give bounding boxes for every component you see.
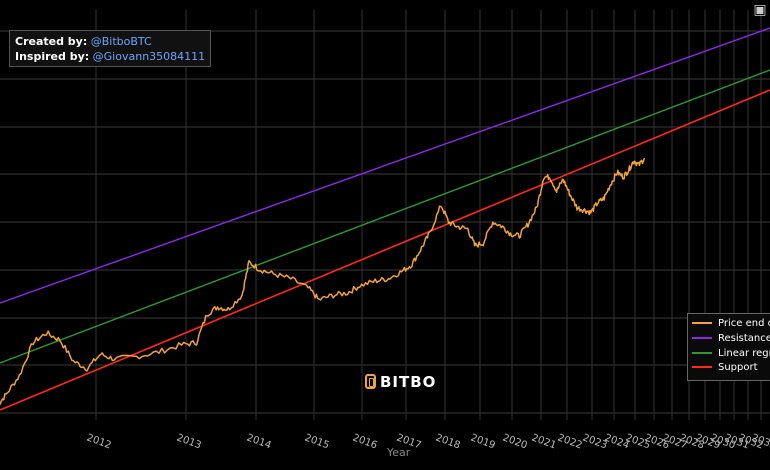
legend-item-support[interactable]: Support [692,362,758,376]
bitbo-logo-icon [365,374,376,389]
x-tick-label: 2018 [434,432,462,451]
x-tick-label: 2015 [303,432,331,451]
bitbo-logo: BITBO [365,373,436,391]
x-tick-label: 2020 [501,432,529,451]
legend-item-regression[interactable]: Linear regr [692,348,770,362]
x-tick-label: 2012 [85,432,113,451]
legend-swatch-price [692,322,712,324]
legend-swatch-support [692,366,712,368]
inspired-handle-link[interactable]: @Giovann35084111 [92,50,206,63]
legend-label-support: Support [718,362,758,373]
legend-swatch-regression [692,352,712,354]
legend-label-resistance: Resistance [718,333,770,344]
legend-swatch-resistance [692,337,712,339]
x-tick-label: 2021 [530,432,558,451]
camera-icon[interactable]: ▣ [753,2,767,18]
support-line [0,89,770,411]
legend-label-regression: Linear regr [718,348,770,359]
created-label: Created by: [15,35,88,48]
price-line [0,157,646,406]
credits-box: Created by: @BitboBTC Inspired by: @Giov… [9,30,212,67]
legend-item-resistance[interactable]: Resistance [692,333,770,347]
x-axis-title: Year [387,446,411,459]
legend-label-price: Price end o [718,318,770,329]
resistance-line [0,27,770,304]
x-tick-label: 2016 [351,432,379,451]
x-tick-label: 2022 [556,432,584,451]
regression-line [0,69,770,364]
x-tick-label: 2013 [175,432,203,451]
x-tick-label: 2019 [469,432,497,451]
created-handle-link[interactable]: @BitboBTC [90,35,152,48]
inspired-label: Inspired by: [15,50,90,63]
legend-item-price[interactable]: Price end o [692,318,770,332]
chart-legend: Price end o Resistance Linear regr Suppo… [687,313,770,381]
bitbo-logo-text: BITBO [380,373,437,391]
x-tick-label: 2014 [245,432,273,451]
